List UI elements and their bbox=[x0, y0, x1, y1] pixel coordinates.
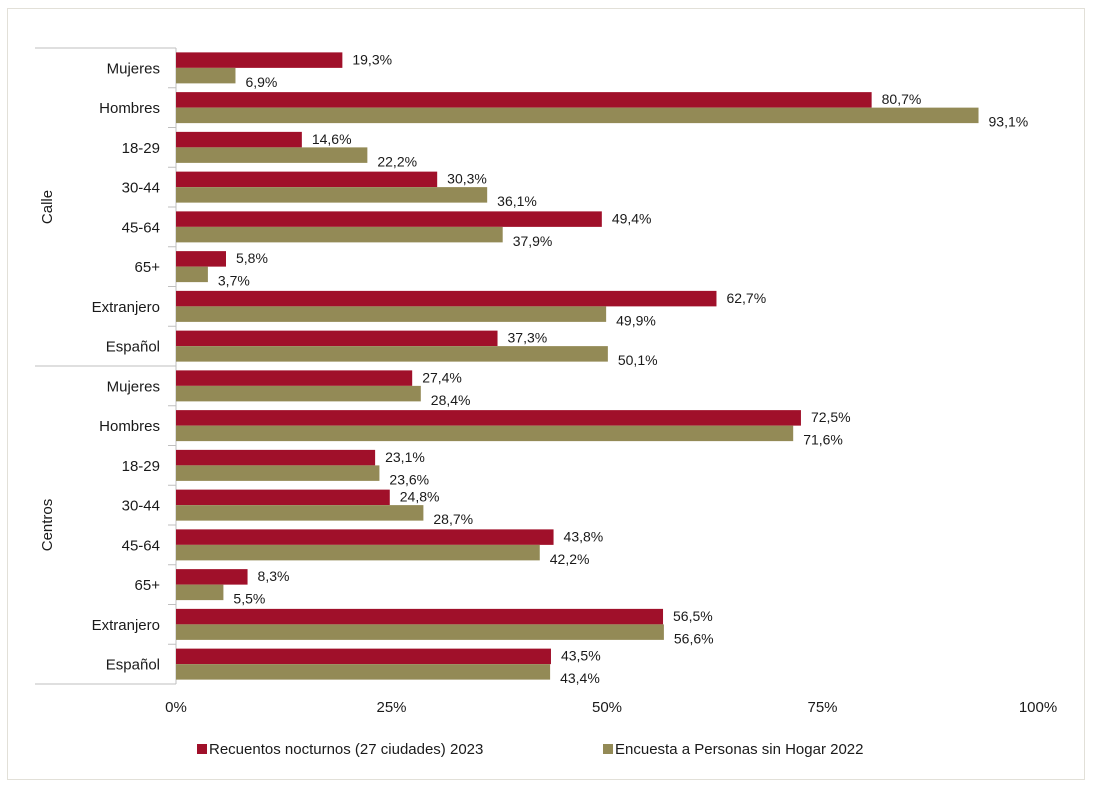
data-label: 62,7% bbox=[726, 290, 766, 306]
legend-label: Recuentos nocturnos (27 ciudades) 2023 bbox=[209, 741, 483, 758]
x-tick-label: 25% bbox=[376, 699, 406, 716]
bar-recuentos bbox=[176, 52, 343, 68]
data-label: 23,1% bbox=[385, 449, 425, 465]
bar-encuesta bbox=[176, 584, 224, 601]
data-label: 5,8% bbox=[236, 250, 268, 266]
category-label: 18-29 bbox=[122, 140, 160, 157]
bar-recuentos bbox=[176, 92, 872, 108]
legend-swatch bbox=[197, 744, 207, 754]
bar-encuesta bbox=[176, 465, 380, 481]
data-label: 43,4% bbox=[560, 670, 600, 686]
category-label: Hombres bbox=[99, 418, 160, 435]
bar-encuesta bbox=[176, 624, 664, 640]
group-label-centros: Centros bbox=[39, 499, 56, 552]
legend-swatch bbox=[603, 744, 613, 754]
data-label: 23,6% bbox=[389, 471, 429, 487]
x-tick-label: 0% bbox=[165, 699, 187, 716]
legend-label: Encuesta a Personas sin Hogar 2022 bbox=[615, 741, 864, 758]
category-label: Extranjero bbox=[92, 299, 160, 316]
bar-recuentos bbox=[176, 211, 602, 227]
bar-encuesta bbox=[176, 187, 488, 203]
bar-encuesta bbox=[176, 266, 208, 283]
data-label: 50,1% bbox=[618, 352, 658, 368]
data-label: 30,3% bbox=[447, 171, 487, 187]
data-label: 43,5% bbox=[561, 648, 601, 664]
bar-recuentos bbox=[176, 489, 390, 506]
bar-recuentos bbox=[176, 330, 498, 347]
bar-recuentos bbox=[176, 608, 664, 625]
category-label: Español bbox=[106, 339, 160, 356]
category-label: Extranjero bbox=[92, 617, 160, 634]
bar-recuentos bbox=[176, 569, 248, 585]
data-label: 27,4% bbox=[422, 369, 462, 385]
data-label: 5,5% bbox=[233, 591, 265, 607]
data-label: 56,5% bbox=[673, 608, 713, 624]
bar-encuesta bbox=[176, 226, 503, 243]
data-label: 14,6% bbox=[312, 131, 352, 147]
bar-recuentos bbox=[176, 131, 302, 148]
category-label: 65+ bbox=[135, 577, 161, 594]
data-label: 80,7% bbox=[882, 91, 922, 107]
data-label: 49,4% bbox=[612, 210, 652, 226]
data-label: 22,2% bbox=[377, 153, 417, 169]
data-label: 56,6% bbox=[674, 630, 714, 646]
bar-recuentos bbox=[176, 370, 413, 386]
data-label: 37,9% bbox=[513, 233, 553, 249]
bar-recuentos bbox=[176, 171, 438, 188]
bar-encuesta bbox=[176, 306, 607, 322]
data-label: 36,1% bbox=[497, 193, 537, 209]
category-label: 45-64 bbox=[122, 537, 160, 554]
category-label: 30-44 bbox=[122, 498, 160, 515]
category-label: 18-29 bbox=[122, 458, 160, 475]
group-label-calle: Calle bbox=[39, 190, 56, 224]
bar-encuesta bbox=[176, 385, 421, 402]
data-label: 28,4% bbox=[431, 392, 471, 408]
data-label: 3,7% bbox=[218, 273, 250, 289]
category-label: Mujeres bbox=[107, 378, 160, 395]
category-label: 45-64 bbox=[122, 219, 160, 236]
bar-encuesta bbox=[176, 107, 979, 124]
bar-encuesta bbox=[176, 425, 794, 442]
data-label: 93,1% bbox=[989, 114, 1029, 130]
bar-recuentos bbox=[176, 290, 717, 307]
bar-recuentos bbox=[176, 410, 801, 426]
data-label: 49,9% bbox=[616, 312, 656, 328]
bar-recuentos bbox=[176, 529, 554, 545]
x-tick-label: 50% bbox=[592, 699, 622, 716]
bar-encuesta bbox=[176, 664, 551, 680]
data-label: 6,9% bbox=[245, 74, 277, 90]
bar-recuentos bbox=[176, 251, 226, 267]
bar-encuesta bbox=[176, 67, 236, 84]
data-label: 24,8% bbox=[400, 489, 440, 505]
bar-encuesta bbox=[176, 346, 608, 362]
data-label: 72,5% bbox=[811, 409, 851, 425]
bar-encuesta bbox=[176, 147, 368, 163]
category-label: Hombres bbox=[99, 100, 160, 117]
category-label: 65+ bbox=[135, 259, 161, 276]
category-label: Español bbox=[106, 657, 160, 674]
data-label: 19,3% bbox=[352, 51, 392, 67]
data-label: 37,3% bbox=[508, 330, 548, 346]
x-tick-label: 75% bbox=[807, 699, 837, 716]
data-label: 71,6% bbox=[803, 432, 843, 448]
data-label: 28,7% bbox=[433, 511, 473, 527]
data-label: 43,8% bbox=[564, 528, 604, 544]
bar-recuentos bbox=[176, 648, 551, 665]
x-tick-label: 100% bbox=[1019, 699, 1057, 716]
bar-encuesta bbox=[176, 544, 540, 561]
category-label: 30-44 bbox=[122, 180, 160, 197]
data-label: 42,2% bbox=[550, 551, 590, 567]
bar-recuentos bbox=[176, 449, 376, 466]
category-label: Mujeres bbox=[107, 60, 160, 77]
bar-encuesta bbox=[176, 505, 424, 521]
data-label: 8,3% bbox=[258, 568, 290, 584]
